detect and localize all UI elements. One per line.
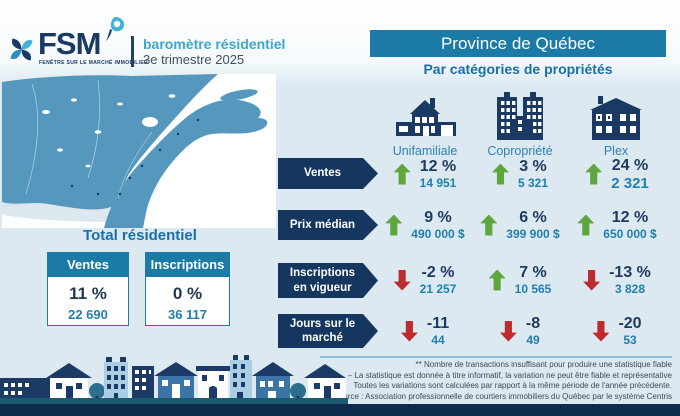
trend-arrow-icon (393, 269, 411, 291)
metric-value: 10 565 (514, 282, 552, 296)
trend-arrow-icon (592, 320, 610, 342)
fsm-tagline: FENÊTRE SUR LE MARCHÉ IMMOBILIER (39, 60, 148, 66)
product-title: baromètre résidentiel (143, 36, 286, 52)
trend-arrow-icon (491, 163, 509, 185)
variation-pct: 12 % (419, 158, 457, 175)
footnote-source: Source : Association professionnelle de … (333, 391, 672, 401)
trend-arrow-icon (583, 269, 601, 291)
fsm-logo-kite-icon (106, 17, 125, 41)
total-inscriptions-value: 36 117 (167, 307, 208, 322)
region-title-banner: Province de Québec (370, 30, 666, 57)
brand-divider (131, 36, 134, 67)
metric-label-prix-median: Prix médian (278, 210, 378, 240)
metric-value: 53 (623, 333, 637, 347)
variation-pct: 12 % (611, 209, 649, 226)
variation-pct: 7 % (519, 264, 547, 281)
variation-pct: -2 % (421, 264, 455, 281)
cell-jours-plex: -20 53 (562, 309, 672, 353)
fsm-pinwheel-icon (10, 38, 33, 61)
cell-jours-unifamiliale: -11 44 (372, 309, 478, 353)
metric-value: 14 951 (419, 176, 457, 190)
variation-days: -11 (426, 315, 450, 332)
category-label: Plex (603, 144, 629, 158)
category-plex: Plex (568, 92, 664, 160)
footer-bar (0, 404, 680, 416)
fsm-logo: FSM (38, 26, 101, 61)
metric-value: 5 321 (517, 176, 549, 190)
variation-pct: -13 % (609, 264, 651, 281)
cell-jours-copropriete: -8 49 (468, 309, 572, 353)
category-copropriete: Copropriété (472, 92, 568, 160)
skyline-ground (0, 398, 348, 406)
cell-prix-unifamiliale: 9 % 490 000 $ (372, 203, 478, 247)
metric-value: 650 000 $ (603, 227, 657, 241)
categories-subtitle: Par catégories de propriétés (423, 61, 613, 77)
total-ventes-header: Ventes (48, 253, 128, 277)
plex-building-icon (568, 92, 664, 140)
footnote-line: Toutes les variations sont calculées par… (353, 381, 672, 390)
category-label: Copropriété (487, 144, 553, 158)
category-label: Unifamiliale (392, 144, 458, 158)
cell-inscriptions-unifamiliale: -2 % 21 257 (372, 258, 478, 302)
variation-pct: 9 % (424, 209, 452, 226)
metric-label-jours-sur-le-marche: Jours sur le marché (278, 314, 378, 348)
trend-arrow-icon (499, 320, 517, 342)
metric-value: 399 900 $ (506, 227, 560, 241)
metric-value: 3 828 (614, 282, 645, 296)
metric-label-inscriptions-en-vigueur: Inscriptions en vigueur (278, 263, 378, 298)
cell-ventes-copropriete: 3 % 5 321 (468, 152, 572, 196)
footnote-line: ** Nombre de transactions insuffisant po… (415, 360, 672, 369)
total-ventes-card: Ventes 11 % 22 690 (47, 252, 129, 326)
footnotes: ** Nombre de transactions insuffisant po… (322, 360, 672, 402)
period-label: 3e trimestre 2025 (143, 52, 245, 67)
single-family-house-icon (377, 92, 473, 140)
category-unifamiliale: Unifamiliale (377, 92, 473, 160)
total-inscriptions-header: Inscriptions (146, 253, 229, 277)
trend-arrow-icon (400, 320, 418, 342)
cell-ventes-unifamiliale: 12 % 14 951 (372, 152, 478, 196)
total-inscriptions-pct: 0 % (172, 284, 203, 303)
cell-ventes-plex: 24 % 2 321 (562, 152, 672, 196)
condo-towers-icon (472, 92, 568, 140)
trend-arrow-icon (480, 214, 498, 236)
variation-pct: 3 % (519, 158, 547, 175)
footnote-divider (320, 356, 672, 358)
cell-prix-copropriete: 6 % 399 900 $ (468, 203, 572, 247)
total-ventes-pct: 11 % (69, 284, 107, 303)
trend-arrow-icon (488, 269, 506, 291)
cell-inscriptions-copropriete: 7 % 10 565 (468, 258, 572, 302)
total-residentiel-title: Total résidentiel (83, 227, 197, 244)
cell-prix-plex: 12 % 650 000 $ (562, 203, 672, 247)
variation-pct: 6 % (519, 209, 547, 226)
metric-value: 21 257 (419, 282, 457, 296)
total-inscriptions-card: Inscriptions 0 % 36 117 (145, 252, 230, 326)
variation-pct: 24 % (611, 156, 649, 174)
houses-skyline (0, 355, 346, 400)
metric-value: 44 (431, 333, 445, 347)
trend-arrow-icon (585, 163, 603, 185)
trend-arrow-icon (385, 214, 403, 236)
total-ventes-value: 22 690 (68, 307, 108, 322)
variation-days: -20 (618, 315, 642, 332)
metric-value: 490 000 $ (411, 227, 465, 241)
trend-arrow-icon (577, 214, 595, 236)
variation-days: -8 (525, 315, 541, 332)
metric-value: 2 321 (611, 174, 649, 192)
metric-label-ventes: Ventes (278, 158, 378, 189)
metric-value: 49 (526, 333, 540, 347)
footnote-line: – La statistique est donnée à titre info… (347, 370, 672, 380)
trend-arrow-icon (393, 163, 411, 185)
quebec-map (2, 74, 276, 228)
cell-inscriptions-plex: -13 % 3 828 (562, 258, 672, 302)
